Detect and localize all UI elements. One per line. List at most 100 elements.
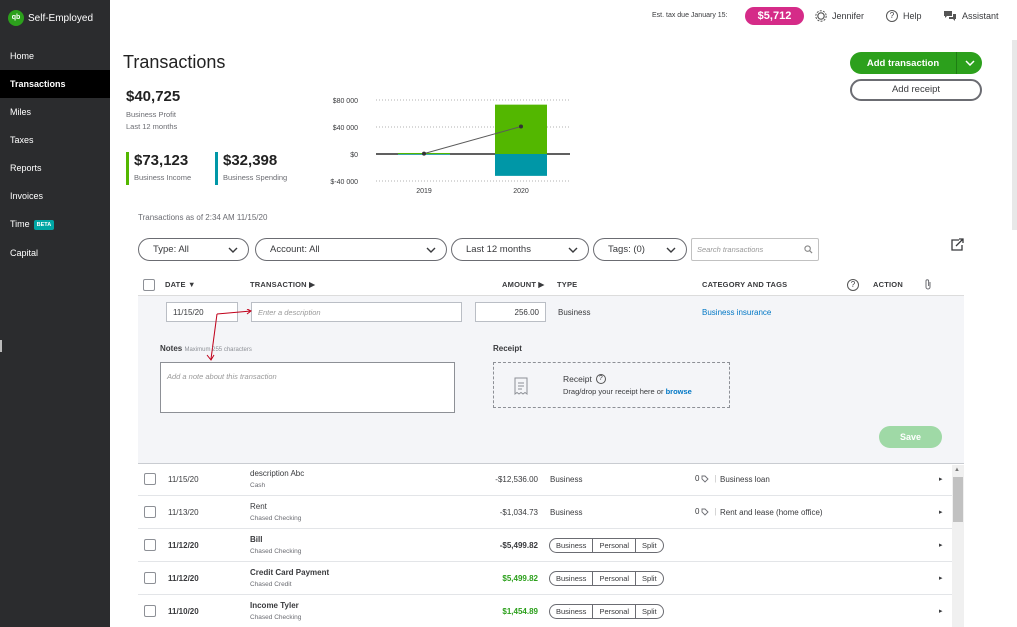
nav-home[interactable]: Home [10,51,35,61]
row-account: Chased Checking [250,515,302,522]
row-checkbox[interactable] [144,605,156,617]
receipt-dropzone[interactable]: Receipt? Drag/drop your receipt here or … [493,362,730,408]
row-account: Chased Credit [250,581,292,588]
row-title: description Abc [250,469,305,478]
business-income-label: Business Income [134,173,192,182]
row-checkbox[interactable] [144,473,156,485]
table-row[interactable]: 11/10/20 Income Tyler Chased Checking $1… [138,595,952,627]
type-column-header: TYPE [557,280,578,289]
table-scrollbar-thumb[interactable] [953,477,963,522]
table-row[interactable]: 11/13/20 Rent Chased Checking -$1,034.73… [138,496,952,529]
add-transaction-button[interactable]: Add transaction [850,52,982,74]
nav-miles[interactable]: Miles [10,107,32,117]
page-edge-scrollbar[interactable] [1012,40,1017,230]
add-transaction-dropdown[interactable] [956,52,982,74]
nav-transactions[interactable]: Transactions [0,70,110,98]
add-receipt-button[interactable]: Add receipt [850,79,982,101]
tags-filter-label: Tags: (0) [608,244,645,255]
type-segmented-control[interactable]: Business Personal Split [549,604,664,619]
period-filter[interactable]: Last 12 months [451,238,589,261]
row-checkbox[interactable] [144,572,156,584]
row-tag-count[interactable]: 0 | [695,507,717,516]
segment-split[interactable]: Split [642,607,657,616]
row-tag-count[interactable]: 0 | [695,474,717,483]
notes-label-text: Notes [160,344,183,353]
type-segmented-control[interactable]: Business Personal Split [549,538,664,553]
nav-reports[interactable]: Reports [10,163,42,173]
sort-right-icon: ▶ [309,280,316,289]
account-filter[interactable]: Account: All [255,238,447,261]
account-filter-label: Account: All [270,244,320,255]
transaction-column-header[interactable]: TRANSACTION ▶ [250,280,315,289]
user-menu[interactable]: Jennifer [815,10,864,22]
row-category-link[interactable]: Rent and lease (home office) [720,508,823,517]
transaction-header-label: TRANSACTION [250,280,307,289]
help-icon[interactable]: ? [595,374,606,384]
row-expand-caret-icon[interactable]: ▸ [939,476,943,483]
app-name: Self-Employed [28,13,94,24]
tag-icon [702,475,710,483]
paperclip-icon [925,279,931,290]
type-segmented-control[interactable]: Business Personal Split [549,571,664,586]
amount-column-header[interactable]: AMOUNT ▶ [502,280,544,289]
edit-category-link[interactable]: Business insurance [702,308,772,317]
receipt-title: Receipt? [563,374,606,384]
select-all-checkbox[interactable] [143,279,155,291]
receipt-icon [514,377,528,395]
notes-hint: Maximum 255 characters [184,347,252,353]
nav-taxes[interactable]: Taxes [10,135,34,145]
annotation-arrows [206,309,252,361]
segment-personal[interactable]: Personal [593,605,637,618]
segment-business[interactable]: Business [550,539,594,552]
assistant-button[interactable]: Assistant [943,10,999,22]
help-label: Help [903,11,922,21]
row-checkbox[interactable] [144,506,156,518]
segment-split[interactable]: Split [642,541,657,550]
browse-link[interactable]: browse [665,387,692,396]
segment-personal[interactable]: Personal [593,539,637,552]
row-type-link[interactable]: Business [550,508,583,517]
table-row[interactable]: 11/12/20 Bill Chased Checking -$5,499.82… [138,529,952,562]
nav-capital[interactable]: Capital [10,248,39,258]
segment-split[interactable]: Split [642,574,657,583]
date-column-header[interactable]: DATE ▼ [165,280,196,289]
table-row[interactable]: 11/12/20 Credit Card Payment Chased Cred… [138,562,952,595]
row-category-link[interactable]: Business loan [720,475,770,484]
y-tick-label: $40 000 [333,125,358,132]
chat-bubbles-icon [944,11,956,21]
nav-time[interactable]: Time BETA [0,210,110,238]
notes-textarea[interactable]: Add a note about this transaction [160,362,455,413]
help-button[interactable]: ? Help [886,10,922,22]
sidebar-collapse-handle[interactable] [0,340,2,352]
help-icon[interactable]: ? [847,279,859,291]
est-tax-amount-badge[interactable]: $5,712 [745,7,804,25]
tags-filter[interactable]: Tags: (0) [593,238,687,261]
row-expand-caret-icon[interactable]: ▸ [939,509,943,516]
row-expand-caret-icon[interactable]: ▸ [939,575,943,582]
business-income-value: $73,123 [134,152,189,169]
segment-business[interactable]: Business [550,572,594,585]
row-checkbox[interactable] [144,539,156,551]
tag-count: 0 [695,474,700,483]
receipt-help: Drag/drop your receipt here or browse [563,387,692,396]
business-spending-metric: $32,398 Business Spending [215,152,287,185]
search-input[interactable]: Search transactions [691,238,819,261]
row-date: 11/12/20 [168,574,199,583]
scroll-up-icon[interactable]: ▲ [954,467,960,473]
segment-business[interactable]: Business [550,605,594,618]
description-input[interactable]: Enter a description [251,302,462,322]
category-column-header: CATEGORY AND TAGS [702,280,788,289]
segment-personal[interactable]: Personal [593,572,637,585]
row-expand-caret-icon[interactable]: ▸ [939,542,943,549]
table-row[interactable]: 11/15/20 description Abc Cash -$12,536.0… [138,463,952,496]
type-filter[interactable]: Type: All [138,238,249,261]
row-expand-caret-icon[interactable]: ▸ [939,608,943,615]
amount-input[interactable]: 256.00 [475,302,546,322]
save-button[interactable]: Save [879,426,942,448]
export-icon[interactable] [950,238,964,252]
row-amount: -$1,034.73 [499,508,538,517]
receipt-help-text: Drag/drop your receipt here or [563,387,664,396]
x-tick-label: 2019 [416,188,432,195]
nav-invoices[interactable]: Invoices [10,191,44,201]
row-date: 11/13/20 [168,508,199,517]
